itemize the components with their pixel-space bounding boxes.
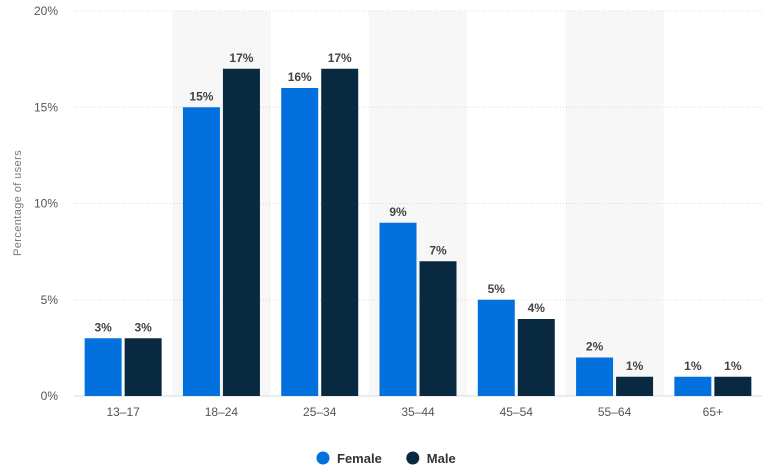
x-tick-label: 65+ (703, 405, 723, 419)
y-tick-label: 15% (34, 100, 58, 114)
x-tick-label: 25–34 (303, 405, 337, 419)
bar-male-6 (714, 376, 752, 396)
y-tick-label: 0% (41, 389, 59, 403)
data-labels: 3% 3% 15% 17% 16% 17% 9% 7% 5% 4% 2% 1% 1% 1% (94, 51, 741, 373)
x-tick-label: 35–44 (401, 405, 435, 419)
data-label-male-1: 17% (229, 51, 253, 65)
data-label-male-4: 4% (528, 301, 546, 315)
y-axis-title: Percentage of users (12, 150, 24, 256)
legend-marker-male (406, 451, 420, 465)
bar-male-1 (222, 68, 260, 396)
data-label-male-3: 7% (429, 243, 447, 257)
data-label-male-6: 1% (724, 359, 742, 373)
data-label-female-6: 1% (684, 359, 702, 373)
legend-item-male[interactable]: Male (406, 451, 456, 466)
bar-female-0 (84, 338, 122, 396)
data-label-female-5: 2% (586, 340, 604, 354)
bar-male-0 (124, 338, 162, 396)
bar-female-6 (674, 376, 712, 396)
data-label-male-2: 17% (328, 51, 352, 65)
data-label-male-0: 3% (134, 320, 152, 334)
data-label-female-1: 15% (189, 89, 213, 103)
bar-male-3 (419, 261, 457, 396)
x-tick-label: 45–54 (500, 405, 534, 419)
bar-female-5 (576, 357, 614, 396)
bar-female-4 (477, 299, 515, 396)
legend-label-male: Male (427, 451, 456, 466)
bar-female-2 (281, 88, 319, 396)
bar-male-4 (517, 319, 555, 396)
data-label-female-2: 16% (288, 70, 312, 84)
legend-label-female: Female (337, 451, 382, 466)
legend-item-female[interactable]: Female (316, 451, 382, 466)
x-tick-label: 13–17 (106, 405, 140, 419)
y-axis-ticks: 0% 5% 10% 15% 20% (34, 4, 58, 403)
y-tick-label: 10% (34, 197, 58, 211)
x-axis-ticks: 13–17 18–24 25–34 35–44 45–54 55–64 65+ (106, 405, 723, 419)
bars (84, 68, 752, 396)
data-label-female-0: 3% (94, 320, 112, 334)
y-tick-label: 20% (34, 4, 58, 18)
bar-female-3 (379, 222, 417, 396)
x-tick-label: 18–24 (205, 405, 239, 419)
y-tick-label: 5% (41, 293, 59, 307)
bar-male-5 (616, 376, 654, 396)
data-label-male-5: 1% (626, 359, 644, 373)
x-tick-label: 55–64 (598, 405, 632, 419)
data-label-female-4: 5% (488, 282, 506, 296)
bar-male-2 (321, 68, 359, 396)
data-label-female-3: 9% (389, 205, 407, 219)
legend-marker-female (316, 451, 330, 465)
legend[interactable]: Female Male (316, 451, 456, 466)
bar-female-1 (182, 107, 220, 396)
